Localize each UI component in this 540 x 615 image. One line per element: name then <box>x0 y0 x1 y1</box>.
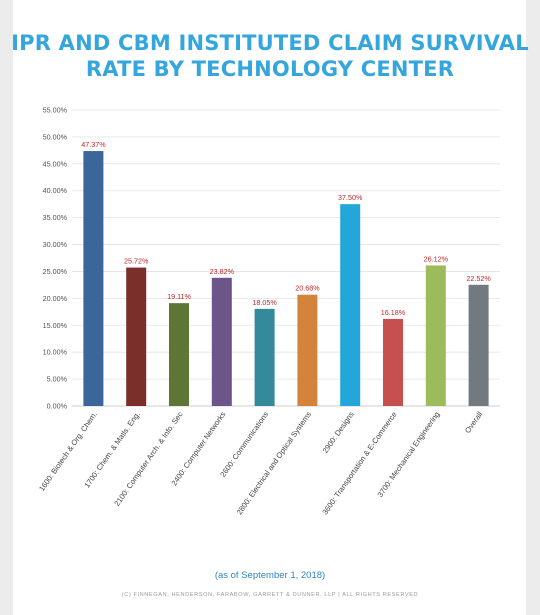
x-tick-label: 3600: Transportation & E-Commerce <box>320 410 398 516</box>
bar <box>340 204 361 406</box>
y-tick-label: 45.00% <box>43 159 68 168</box>
bar-value-label: 47.37% <box>81 140 106 149</box>
bar <box>383 318 403 406</box>
bar-value-label: 16.18% <box>381 308 406 317</box>
chart-title-line-2: RATE BY TECHNOLOGY CENTER <box>85 57 455 81</box>
bar-value-label: 19.11% <box>167 292 191 301</box>
chart-title-line-1: IPR AND CBM INSTITUTED CLAIM SURVIVAL <box>11 31 529 55</box>
y-axis-tick-labels: 0.00% 5.00% 10.00% 15.00% 20.00% 25.00% 30.00%… <box>43 106 68 411</box>
y-tick-label: 50.00% <box>43 132 68 141</box>
bar <box>211 277 232 406</box>
bar <box>126 267 147 406</box>
bar-value-label: 23.82% <box>210 267 235 276</box>
bar-value-label: 25.72% <box>124 257 149 266</box>
y-tick-label: 15.00% <box>43 321 68 330</box>
copyright-notice: (C) FINNEGAN, HENDERSON, FARABOW, GARRET… <box>121 592 419 598</box>
as-of-date-note: (as of September 1, 2018) <box>214 570 326 581</box>
y-tick-label: 35.00% <box>43 213 68 222</box>
bar <box>254 308 275 406</box>
bar-value-label: 18.05% <box>252 298 277 307</box>
bar <box>169 303 189 406</box>
y-tick-label: 10.00% <box>43 348 68 357</box>
bar-value-label: 20.68% <box>295 284 320 293</box>
y-tick-label: 20.00% <box>43 294 68 303</box>
x-tick-label: Overall <box>463 410 484 435</box>
y-tick-label: 30.00% <box>43 240 68 249</box>
value-labels: 47.37% 25.72% 19.11% 23.82% 18.05% 20.68% 37.5… <box>81 140 491 317</box>
chart-title: IPR AND CBM INSTITUTED CLAIM SURVIVAL RA… <box>0 30 540 82</box>
bar <box>425 265 446 406</box>
bar <box>297 294 318 406</box>
y-tick-label: 40.00% <box>43 186 68 195</box>
y-tick-label: 5.00% <box>47 375 68 384</box>
y-tick-label: 55.00% <box>43 106 68 115</box>
bar-value-label: 22.52% <box>466 274 491 283</box>
bar-value-label: 26.12% <box>424 254 449 263</box>
bar <box>83 151 104 406</box>
bar-value-label: 37.50% <box>338 193 363 202</box>
x-tick-label: 2600: Communications <box>218 410 270 479</box>
x-axis-tick-labels: 1600: Biotech & Org. Chem.1700: Chem. & … <box>37 410 484 517</box>
y-tick-label: 0.00% <box>47 402 68 411</box>
x-tick-label: 2900: Designs <box>321 410 356 455</box>
bar-chart: 0.00% 5.00% 10.00% 15.00% 20.00% 25.00% 30.00%… <box>37 106 500 517</box>
x-tick-label: 2800: Electrical and Optical Systems <box>235 410 313 517</box>
y-tick-label: 25.00% <box>43 267 68 276</box>
bars <box>83 151 489 406</box>
bar <box>468 284 489 406</box>
